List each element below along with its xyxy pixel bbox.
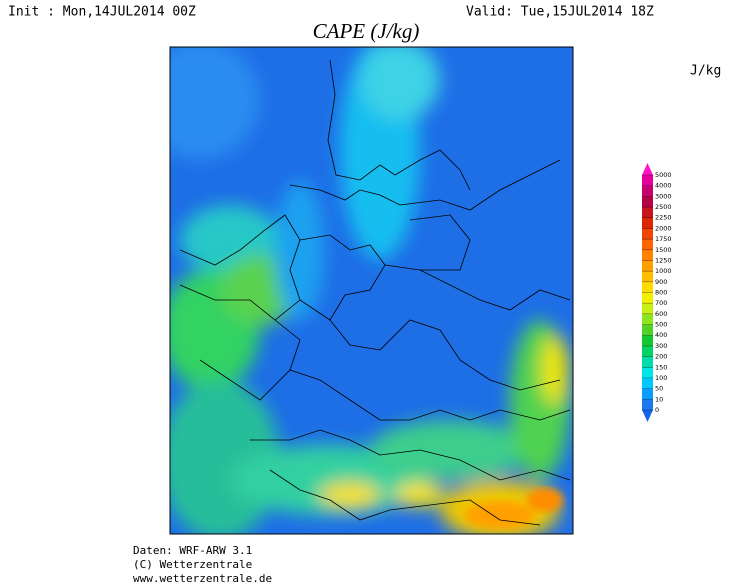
colorbar-label: 300	[655, 342, 667, 350]
cape-field	[170, 47, 570, 534]
colorbar-label: 1500	[655, 246, 672, 254]
colorbar-label: 700	[655, 299, 667, 307]
colorbar-segment	[642, 388, 653, 400]
colorbar-label: 50	[655, 385, 663, 393]
colorbar-label: 1750	[655, 235, 672, 243]
colorbar-segment	[642, 185, 653, 197]
colorbar-segment	[642, 292, 653, 304]
colorbar-label: 150	[655, 363, 667, 371]
colorbar-segment	[642, 356, 653, 368]
colorbar-label: 900	[655, 278, 667, 286]
colorbar-segment	[642, 228, 653, 240]
colorbar-segment	[642, 271, 653, 283]
map-frame	[169, 46, 574, 535]
map	[170, 47, 573, 534]
footer-line: (C) Wetterzentrale	[133, 558, 252, 571]
colorbar-label: 4000	[655, 182, 672, 190]
colorbar-label: 0	[655, 406, 659, 414]
footer-line: Daten: WRF-ARW 3.1	[133, 544, 252, 557]
map-title: CAPE (J/kg)	[313, 19, 420, 43]
colorbar-segment	[642, 175, 653, 187]
colorbar-segment	[642, 239, 653, 251]
colorbar-label: 2000	[655, 224, 672, 232]
colorbar-label: 1250	[655, 256, 672, 264]
colorbar-label: 100	[655, 374, 667, 382]
colorbar-label: 2500	[655, 203, 672, 211]
colorbar-label: 600	[655, 310, 667, 318]
colorbar-label: 200	[655, 353, 667, 361]
colorbar-label: 3000	[655, 192, 672, 200]
colorbar-segment	[642, 217, 653, 229]
colorbar-unit: J/kg	[690, 64, 721, 79]
colorbar-segment	[642, 324, 653, 336]
init-time: Init : Mon,14JUL2014 00Z	[8, 5, 196, 20]
footer-line: www.wetterzentrale.de	[133, 572, 272, 585]
colorbar-segment	[642, 281, 653, 293]
colorbar-label: 2250	[655, 214, 672, 222]
colorbar-label: 800	[655, 289, 667, 297]
colorbar-segment	[642, 335, 653, 347]
colorbar-over	[642, 163, 653, 175]
colorbar-segment	[642, 367, 653, 379]
colorbar-label: 5000	[655, 171, 672, 179]
colorbar-segment	[642, 303, 653, 315]
colorbar-segment	[642, 399, 653, 411]
colorbar-segment	[642, 207, 653, 219]
valid-time: Valid: Tue,15JUL2014 18Z	[466, 5, 654, 20]
colorbar-segment	[642, 313, 653, 326]
colorbar: 0 10 50 100 150 200 300 400 500 600 700 800 900 1000 1…	[642, 163, 672, 422]
colorbar-label: 400	[655, 331, 667, 339]
colorbar-segment	[642, 196, 653, 208]
colorbar-under	[642, 410, 653, 422]
colorbar-label: 1000	[655, 267, 672, 275]
country-borders	[179, 59, 571, 526]
colorbar-segment	[642, 249, 653, 261]
colorbar-segment	[642, 377, 653, 390]
colorbar-segment	[642, 260, 653, 272]
colorbar-label: 500	[655, 321, 667, 329]
colorbar-label: 10	[655, 395, 663, 403]
colorbar-segment	[642, 345, 653, 358]
